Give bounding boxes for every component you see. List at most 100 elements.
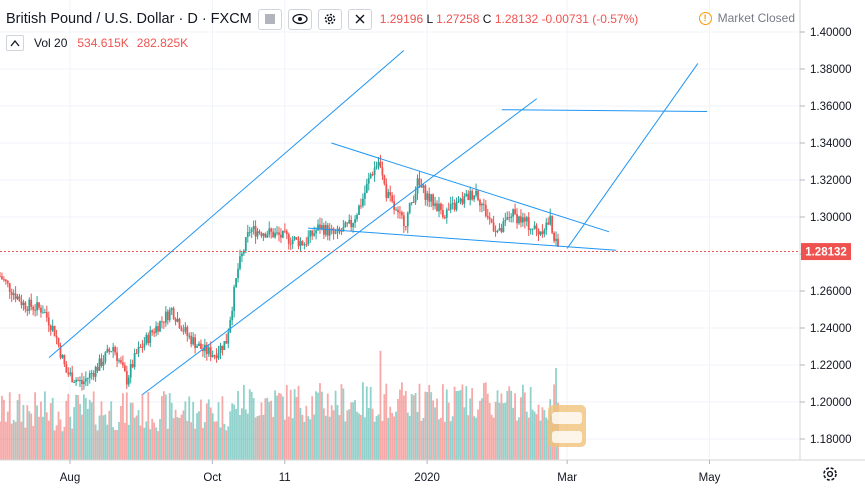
volume-bar — [332, 410, 335, 460]
volume-bar — [40, 401, 42, 460]
candle — [326, 222, 329, 241]
candle — [385, 178, 388, 202]
volume-bar — [49, 403, 52, 460]
volume-bar — [258, 415, 261, 460]
market-status[interactable]: ! Market Closed — [698, 11, 795, 25]
candle — [219, 342, 222, 360]
candle — [69, 367, 72, 377]
candle — [16, 293, 19, 301]
candle — [328, 223, 331, 241]
candle — [270, 227, 273, 239]
candle — [22, 299, 25, 311]
time-tick-label: 2020 — [414, 472, 440, 484]
volume-bar — [539, 420, 542, 460]
volume-bar — [295, 397, 298, 460]
volume-bar — [283, 419, 286, 460]
trendline[interactable] — [331, 142, 610, 233]
volume-bar — [32, 425, 35, 460]
volume-bar — [3, 399, 5, 460]
symbol-title[interactable]: British Pound / U.S. Dollar · D · FXCM — [6, 11, 252, 27]
candle — [455, 197, 458, 212]
candle — [192, 332, 195, 346]
gear-icon[interactable] — [317, 8, 342, 30]
candle — [322, 222, 325, 240]
candle — [537, 228, 540, 242]
candle — [24, 300, 27, 313]
volume-bar — [365, 386, 368, 460]
chevron-up-icon[interactable] — [6, 35, 24, 51]
legend-toggle-button[interactable] — [257, 8, 282, 30]
candle — [96, 362, 99, 374]
settings-gear-icon[interactable] — [820, 464, 840, 484]
volume-bar — [387, 417, 390, 460]
price-tick-label: 1.34000 — [810, 138, 852, 150]
volume-bar — [114, 429, 117, 460]
volume-bar — [123, 422, 126, 460]
candle — [506, 211, 509, 221]
volume-bar — [45, 412, 48, 460]
volume-bar — [276, 395, 278, 460]
candle — [408, 202, 411, 215]
volume-value-1: 534.615K — [77, 36, 129, 50]
trendline[interactable] — [501, 109, 708, 113]
candle — [541, 224, 544, 238]
volume-bar — [287, 416, 290, 460]
candle — [114, 345, 117, 356]
candle — [434, 196, 436, 210]
volume-bar — [401, 382, 403, 460]
candle — [340, 228, 343, 235]
volume-bar — [385, 383, 388, 460]
candle — [436, 200, 438, 212]
candle — [221, 345, 224, 356]
candle — [551, 215, 554, 235]
close-icon[interactable] — [347, 8, 372, 30]
candle — [112, 342, 115, 358]
volume-bar — [96, 430, 99, 460]
volume-bar — [122, 393, 124, 460]
volume-bar — [303, 421, 306, 460]
volume-bar — [65, 400, 68, 460]
eye-icon[interactable] — [287, 8, 312, 30]
volume-bar — [363, 417, 366, 460]
volume-bar — [313, 414, 316, 460]
volume-bar — [63, 426, 66, 460]
candle — [459, 197, 462, 205]
candle — [363, 185, 366, 206]
candle — [420, 178, 423, 188]
volume-bar — [172, 418, 175, 460]
volume-bar — [344, 421, 347, 460]
volume-bar — [504, 402, 507, 460]
volume-bar — [20, 421, 23, 460]
volume-bar — [445, 389, 448, 460]
trendline[interactable] — [142, 98, 538, 395]
volume-bar — [36, 405, 38, 460]
volume-bar — [455, 390, 458, 460]
volume-histogram — [0, 350, 559, 460]
volume-bar — [404, 391, 407, 460]
volume-bar — [241, 408, 243, 460]
trendline[interactable] — [566, 63, 699, 249]
volume-bar — [92, 391, 95, 460]
volume-bar — [211, 413, 214, 460]
candle — [155, 321, 157, 337]
volume-bar — [523, 392, 526, 460]
volume-bar — [422, 417, 425, 460]
candle — [321, 218, 323, 231]
volume-bar — [309, 419, 312, 460]
candle — [71, 365, 74, 383]
candle — [512, 208, 515, 223]
trendline[interactable] — [48, 50, 405, 358]
volume-bar — [86, 408, 89, 460]
candle — [453, 199, 456, 212]
price-tick-label: 1.24000 — [810, 323, 852, 335]
candle — [523, 213, 526, 229]
candle — [377, 156, 380, 170]
candle — [125, 365, 128, 389]
trendline[interactable] — [308, 227, 617, 251]
volume-bar — [79, 403, 81, 460]
volume-bar — [268, 401, 271, 460]
candle — [188, 332, 191, 340]
volume-bar — [108, 410, 111, 460]
volume-bar — [184, 401, 187, 460]
